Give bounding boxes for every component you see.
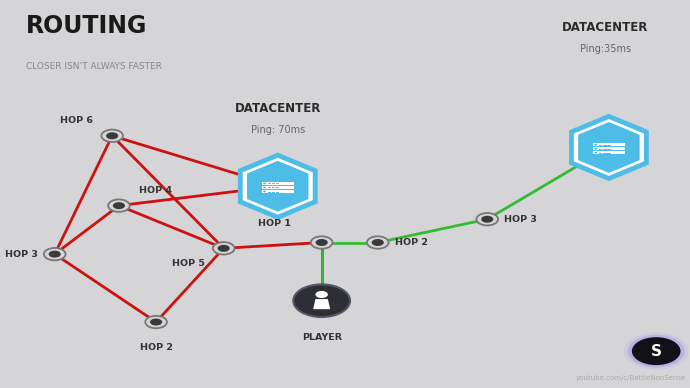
Circle shape bbox=[476, 213, 498, 225]
Polygon shape bbox=[578, 122, 640, 173]
Text: PLAYER: PLAYER bbox=[302, 333, 342, 342]
Polygon shape bbox=[247, 161, 308, 212]
Text: youtube.com/c/BattleNonSense: youtube.com/c/BattleNonSense bbox=[575, 375, 686, 381]
Text: CLOSER ISN’T ALWAYS FASTER: CLOSER ISN’T ALWAYS FASTER bbox=[26, 62, 162, 71]
Text: HOP 2: HOP 2 bbox=[395, 238, 428, 247]
Circle shape bbox=[263, 183, 266, 184]
Text: S: S bbox=[651, 344, 662, 359]
Polygon shape bbox=[240, 155, 315, 217]
Circle shape bbox=[213, 242, 235, 255]
Text: Ping: 70ms: Ping: 70ms bbox=[250, 125, 305, 135]
Text: DATACENTER: DATACENTER bbox=[235, 102, 321, 115]
Text: HOP 6: HOP 6 bbox=[60, 116, 93, 125]
Circle shape bbox=[632, 337, 680, 365]
Text: Ping:35ms: Ping:35ms bbox=[580, 43, 631, 54]
Text: DATACENTER: DATACENTER bbox=[562, 21, 649, 34]
Text: HOP 1: HOP 1 bbox=[258, 218, 291, 228]
Circle shape bbox=[263, 191, 266, 192]
Circle shape bbox=[108, 199, 130, 212]
Polygon shape bbox=[571, 116, 647, 178]
Circle shape bbox=[315, 239, 328, 246]
Text: HOP 5: HOP 5 bbox=[172, 258, 205, 268]
Circle shape bbox=[113, 202, 125, 209]
Circle shape bbox=[150, 319, 162, 326]
Polygon shape bbox=[313, 299, 331, 309]
Bar bbox=[262, 186, 294, 189]
Bar bbox=[593, 143, 625, 146]
Circle shape bbox=[372, 239, 384, 246]
Circle shape bbox=[628, 335, 684, 367]
Circle shape bbox=[624, 333, 689, 370]
Bar bbox=[593, 147, 625, 150]
Circle shape bbox=[217, 245, 230, 252]
Text: HOP 3: HOP 3 bbox=[504, 215, 537, 224]
Bar bbox=[262, 190, 294, 193]
Circle shape bbox=[293, 284, 350, 317]
Circle shape bbox=[48, 251, 61, 258]
Circle shape bbox=[311, 236, 333, 249]
Circle shape bbox=[594, 148, 598, 149]
Circle shape bbox=[263, 187, 266, 188]
Circle shape bbox=[146, 316, 167, 328]
Circle shape bbox=[367, 236, 388, 249]
Circle shape bbox=[594, 144, 598, 146]
Text: ROUTING: ROUTING bbox=[26, 14, 148, 38]
Text: HOP 3: HOP 3 bbox=[5, 249, 38, 259]
Circle shape bbox=[594, 152, 598, 154]
Circle shape bbox=[106, 132, 118, 139]
Circle shape bbox=[101, 130, 123, 142]
Bar bbox=[262, 182, 294, 185]
Text: HOP 4: HOP 4 bbox=[139, 185, 172, 195]
Bar bbox=[593, 151, 625, 154]
Circle shape bbox=[44, 248, 66, 260]
Circle shape bbox=[481, 216, 493, 223]
Text: HOP 2: HOP 2 bbox=[139, 343, 172, 352]
Circle shape bbox=[315, 291, 328, 298]
